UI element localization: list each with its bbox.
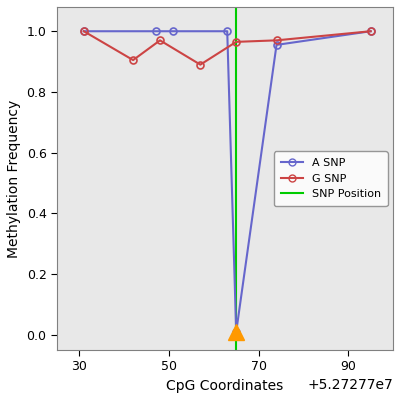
X-axis label: CpG Coordinates: CpG Coordinates [166,379,284,393]
Legend: A SNP, G SNP, SNP Position: A SNP, G SNP, SNP Position [274,151,388,206]
Y-axis label: Methylation Frequency: Methylation Frequency [7,99,21,258]
